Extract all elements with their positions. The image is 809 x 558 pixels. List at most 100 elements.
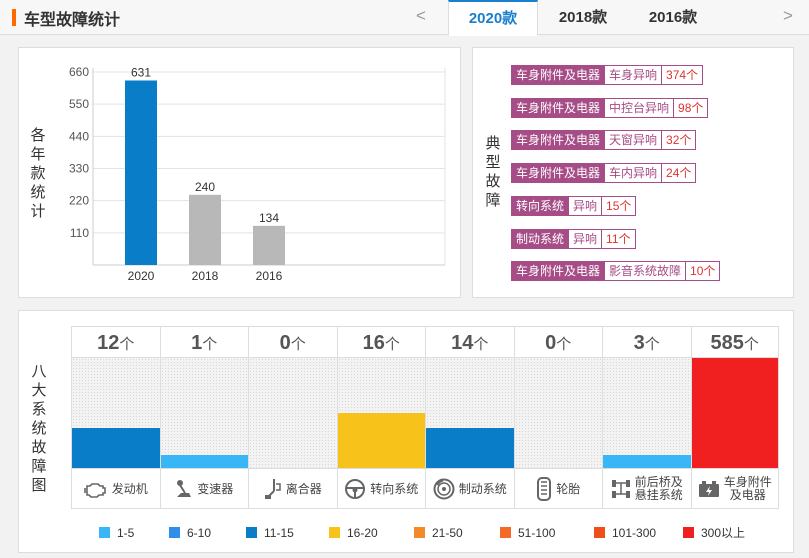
bar-2016 bbox=[253, 225, 285, 265]
count-unit: 个 bbox=[119, 336, 135, 353]
fault-item[interactable]: 车身附件及电器 天窗异响 32个 bbox=[511, 130, 697, 151]
axle-icon bbox=[611, 478, 631, 500]
system-label: 前后桥及 悬挂系统 bbox=[603, 468, 691, 509]
system-name: 转向系统 bbox=[370, 482, 419, 496]
fault-count: 32个 bbox=[662, 130, 697, 151]
system-count: 1个 bbox=[160, 326, 248, 358]
fault-item[interactable]: 车身附件及电器 中控台异响 98个 bbox=[511, 97, 709, 118]
system-bar-area bbox=[426, 358, 514, 468]
system-label: 轮胎 bbox=[514, 468, 602, 509]
fault-category: 车身附件及电器 bbox=[511, 130, 606, 151]
system-column[interactable]: 16个转向系统 bbox=[336, 326, 425, 509]
fault-item[interactable]: 转向系统 异响 15个 bbox=[511, 195, 637, 216]
count-unit: 个 bbox=[384, 336, 400, 353]
system-name: 制动系统 bbox=[458, 482, 507, 496]
legend-item: 6-10 bbox=[169, 524, 246, 541]
legend-item: 1-5 bbox=[99, 524, 169, 541]
typical-faults-panel: 典型故障 车身附件及电器 车身异响 374个 车身附件及电器 中控台异响 98个 车身附件及… bbox=[472, 47, 794, 298]
fault-category: 转向系统 bbox=[511, 195, 570, 216]
legend-swatch bbox=[246, 527, 257, 538]
fault-count: 98个 bbox=[674, 97, 709, 118]
tab-2020[interactable]: 2020款 bbox=[448, 0, 538, 36]
system-column[interactable]: 0个轮胎 bbox=[513, 326, 602, 509]
fault-category: 制动系统 bbox=[511, 228, 570, 249]
count-value: 16 bbox=[362, 332, 385, 354]
legend-swatch bbox=[683, 527, 694, 538]
legend-label: 11-15 bbox=[264, 525, 294, 540]
fault-category: 车身附件及电器 bbox=[511, 163, 606, 184]
system-label: 转向系统 bbox=[337, 468, 425, 509]
steering-wheel-icon bbox=[344, 478, 366, 500]
system-column[interactable]: 3个 前后桥及 悬挂系统 bbox=[602, 326, 691, 509]
system-bar-area bbox=[337, 358, 425, 468]
system-column[interactable]: 0个 离合器 bbox=[248, 326, 337, 509]
bar-value-label: 134 bbox=[259, 211, 279, 225]
clutch-pedal-icon bbox=[264, 478, 282, 500]
fault-count: 11个 bbox=[602, 228, 636, 249]
systems-grid: 12个 发动机 1个 变速器 0个 离合器 16个 转向系统 14个 制动系统 0个 轮胎 3个 前后桥及… bbox=[71, 326, 779, 509]
next-arrow-icon[interactable]: > bbox=[783, 6, 793, 25]
prev-arrow-icon[interactable]: < bbox=[416, 6, 426, 25]
bar-2020 bbox=[125, 80, 157, 265]
fault-count: 10个 bbox=[686, 261, 721, 282]
system-bar-area bbox=[691, 358, 778, 468]
legend-label: 16-20 bbox=[347, 525, 378, 540]
count-value: 1 bbox=[191, 332, 203, 354]
fault-issue: 天窗异响 bbox=[605, 130, 663, 151]
legend-swatch bbox=[99, 527, 110, 538]
tab-2018[interactable]: 2018款 bbox=[558, 9, 608, 26]
y-tick-label: 550 bbox=[69, 97, 89, 111]
system-name: 轮胎 bbox=[556, 482, 581, 496]
y-tick-label: 440 bbox=[69, 129, 89, 143]
legend-label: 6-10 bbox=[187, 525, 212, 540]
fault-item[interactable]: 制动系统 异响 11个 bbox=[511, 228, 636, 249]
count-unit: 个 bbox=[556, 336, 572, 353]
system-count: 14个 bbox=[426, 326, 514, 358]
legend-label: 101-300 bbox=[612, 525, 657, 540]
system-count: 12个 bbox=[72, 326, 160, 358]
legend-swatch bbox=[329, 527, 340, 538]
bar-value-label: 631 bbox=[131, 65, 151, 79]
count-value: 0 bbox=[545, 332, 557, 354]
legend-swatch bbox=[500, 527, 511, 538]
system-column[interactable]: 14个制动系统 bbox=[425, 326, 514, 509]
system-count: 585个 bbox=[691, 326, 778, 358]
legend-swatch bbox=[169, 527, 180, 538]
gear-shift-icon bbox=[175, 479, 193, 499]
legend-label: 300以上 bbox=[701, 526, 746, 540]
system-bar-area bbox=[514, 358, 602, 468]
fault-item[interactable]: 车身附件及电器 影音系统故障 10个 bbox=[511, 261, 721, 282]
system-bar-area bbox=[160, 358, 248, 468]
legend-label: 21-50 bbox=[432, 525, 463, 540]
fault-issue: 异响 bbox=[569, 195, 603, 216]
count-value: 585 bbox=[710, 332, 744, 354]
page-title: 车型故障统计 bbox=[24, 12, 121, 29]
system-bar-area bbox=[603, 358, 691, 468]
tab-2016[interactable]: 2016款 bbox=[648, 9, 698, 26]
legend-item: 11-15 bbox=[246, 524, 329, 541]
header-bar: 车型故障统计 < 2020款 2018款 2016款 > bbox=[0, 0, 809, 36]
system-level-bar bbox=[603, 454, 691, 468]
system-column[interactable]: 1个变速器 bbox=[159, 326, 248, 509]
yearly-chart-panel: 各年款统计 110 220 330 440 550 660 631 2020 240 2018 13… bbox=[18, 47, 461, 298]
system-column[interactable]: 12个 发动机 bbox=[71, 326, 160, 509]
count-unit: 个 bbox=[290, 336, 306, 353]
system-count: 0个 bbox=[514, 326, 602, 358]
yearly-side-label: 各年款统计 bbox=[30, 127, 46, 220]
systems-side-label: 八大系统故障图 bbox=[31, 363, 47, 494]
system-level-bar bbox=[426, 428, 514, 468]
system-label: 变速器 bbox=[160, 468, 248, 509]
fault-item[interactable]: 车身附件及电器 车内异响 24个 bbox=[511, 163, 697, 184]
system-label: 离合器 bbox=[249, 468, 337, 509]
y-tick-label: 220 bbox=[69, 194, 89, 208]
fault-count: 24个 bbox=[662, 163, 697, 184]
fault-category: 车身附件及电器 bbox=[511, 65, 606, 85]
fault-item[interactable]: 车身附件及电器 车身异响 374个 bbox=[511, 65, 704, 85]
fault-issue: 异响 bbox=[569, 228, 603, 249]
system-level-bar bbox=[160, 454, 248, 468]
yearly-bar-chart: 110 220 330 440 550 660 631 2020 240 2018 134 2016 bbox=[69, 65, 446, 283]
system-column[interactable]: 585个 车身附件 及电器 bbox=[690, 326, 779, 509]
count-value: 14 bbox=[451, 332, 474, 354]
system-name: 前后桥及 悬挂系统 bbox=[634, 474, 683, 502]
